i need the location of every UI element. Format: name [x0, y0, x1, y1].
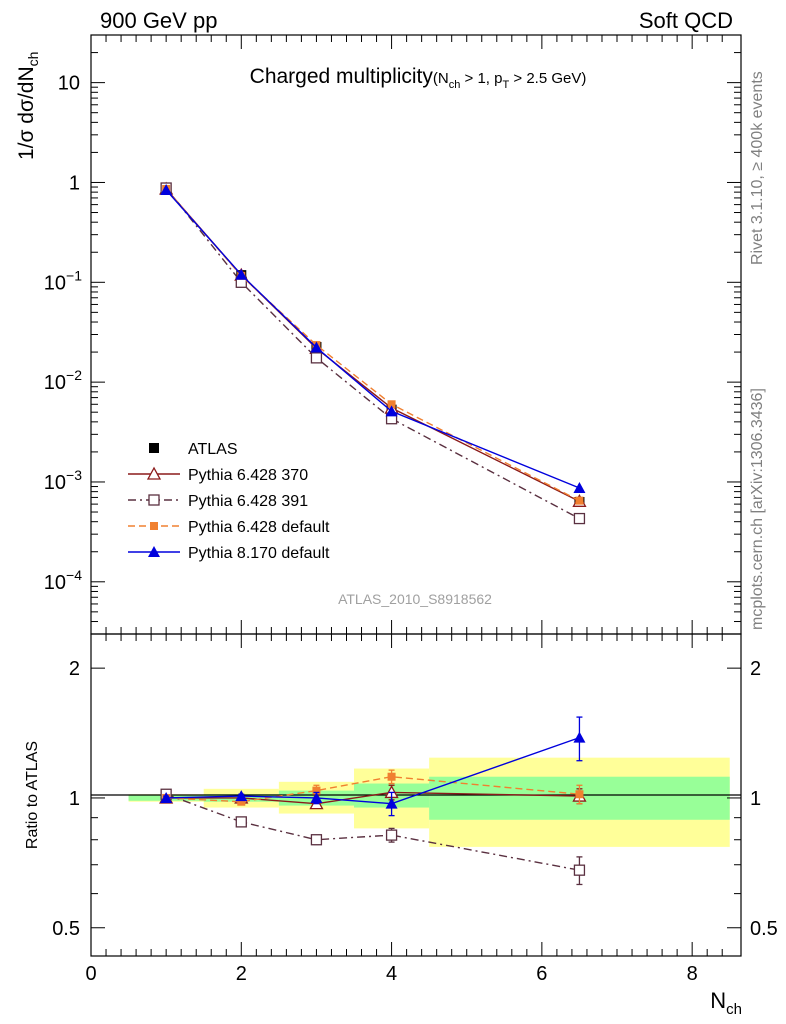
main-ytick-exp: −4 [66, 567, 82, 583]
main-ytick-base: 10 [44, 572, 66, 594]
main-series-point-4 [160, 184, 173, 196]
ratio-xtick-label: 6 [536, 963, 547, 985]
chart-title-main: Charged multiplicity [250, 65, 434, 88]
main-ylabel-sub: ch [25, 52, 41, 67]
ratio-ytick-label-right: 1 [750, 788, 761, 810]
main-series-point-2 [573, 512, 586, 525]
ratio-series-point-3 [235, 790, 248, 802]
main-ytick-label: 10−4 [44, 567, 82, 594]
ratio-ytick-label-left: 1 [69, 788, 80, 810]
chart-title-suffix-close: > 2.5 GeV) [509, 70, 586, 87]
main-series-point-4 [385, 405, 398, 417]
main-series-point-4 [310, 341, 323, 353]
main-ytick-base: 10 [44, 472, 66, 494]
main-series-point-2 [310, 352, 323, 364]
ratio-xtick-label: 2 [236, 963, 247, 985]
chart-title-sub-nch: ch [449, 79, 461, 91]
ratio-series-point-3 [160, 791, 173, 803]
main-ytick-exp: −2 [66, 367, 82, 383]
main-series-point-4 [235, 268, 248, 280]
main-ytick-exp: −3 [66, 467, 82, 483]
mcplots-label: mcplots.cern.ch [arXiv:1306.3436] [749, 388, 766, 630]
ratio-xlabel-text: N [710, 988, 726, 1013]
ratio-series-point-1 [310, 834, 323, 846]
ratio-ytick-label-left: 2 [69, 658, 80, 680]
legend: ATLAS Pythia 6.428 370 Pythia 6.428 391 Pyt… [128, 441, 330, 562]
main-ytick-label: 10 [58, 73, 80, 95]
ratio-frame [90, 633, 742, 957]
ratio-series-point-2 [312, 786, 321, 795]
main-ytick-base: 10 [44, 372, 66, 394]
ratio-series-point-3 [310, 791, 323, 803]
ratio-series-point-3 [573, 731, 586, 743]
ratio-series-point-1 [385, 829, 398, 841]
legend-marker-3 [150, 522, 158, 530]
main-ylabel-text: 1/σ dσ/dN [15, 66, 38, 160]
legend-marker-4 [148, 546, 160, 557]
analysis-watermark: ATLAS_2010_S8918562 [338, 591, 492, 607]
main-series-point-4 [573, 482, 586, 494]
chart-title-suffix-mid: > 1, p [460, 70, 502, 87]
ratio-series-point-2 [575, 790, 584, 799]
legend-label-4: Pythia 8.170 default [188, 545, 330, 562]
legend-label-0: ATLAS [188, 441, 238, 458]
chart-title: Charged multiplicity(Nch > 1, pT > 2.5 G… [250, 65, 587, 91]
ratio-ylabel: Ratio to ATLAS [24, 741, 41, 849]
ratio-ytick-label-right: 2 [750, 658, 761, 680]
ratio-series-point-1 [573, 864, 586, 876]
ratio-xlabel-sub: ch [726, 1001, 742, 1018]
ratio-axes: 2 2 1 1 0.5 0.5 0 2 4 6 8 [52, 634, 778, 985]
ratio-xtick-label: 4 [386, 963, 397, 985]
main-ytick-label: 10−2 [44, 367, 82, 394]
main-ytick-base: 10 [44, 272, 66, 294]
main-plot-area [159, 181, 587, 525]
chart-title-sub-pt: T [502, 79, 509, 91]
header-category: Soft QCD [639, 8, 733, 33]
main-ytick-label: 10−1 [44, 267, 82, 294]
ratio-series-point-2 [237, 797, 246, 806]
main-series-point-3 [387, 400, 396, 409]
legend-marker-2 [148, 494, 160, 506]
legend-marker-0 [149, 443, 159, 453]
header-energy: 900 GeV pp [100, 8, 217, 33]
ratio-panel: 2 2 1 1 0.5 0.5 0 2 4 6 8 Ratio to ATLAS Nch [24, 633, 778, 1018]
legend-label-3: Pythia 6.428 default [188, 519, 330, 536]
ratio-xlabel: Nch [710, 988, 742, 1018]
legend-marker-1 [146, 466, 162, 480]
ratio-series-point-2 [387, 772, 396, 781]
ratio-xtick-label: 0 [85, 963, 96, 985]
ratio-series-point-1 [235, 816, 247, 828]
legend-label-2: Pythia 6.428 391 [188, 493, 308, 510]
main-ytick-label: 1 [69, 172, 80, 194]
ratio-xtick-label: 8 [687, 963, 698, 985]
ratio-uncertainty-bands [128, 757, 730, 847]
chart-title-suffix-open: (N [433, 70, 449, 87]
main-series-point-3 [575, 496, 584, 505]
legend-label-1: Pythia 6.428 370 [188, 467, 308, 484]
ratio-plot-area [159, 716, 587, 886]
ratio-ytick-label-left: 0.5 [52, 918, 80, 940]
main-ytick-label: 10−3 [44, 467, 82, 494]
main-ylabel: 1/σ dσ/dNch [15, 52, 41, 160]
main-ytick-exp: −1 [66, 267, 82, 283]
ratio-ytick-label-right: 0.5 [750, 918, 778, 940]
ratio-series-line-2 [166, 776, 580, 803]
rivet-label: Rivet 3.1.10, ≥ 400k events [749, 71, 766, 265]
ratio-series-point-3 [385, 797, 398, 809]
